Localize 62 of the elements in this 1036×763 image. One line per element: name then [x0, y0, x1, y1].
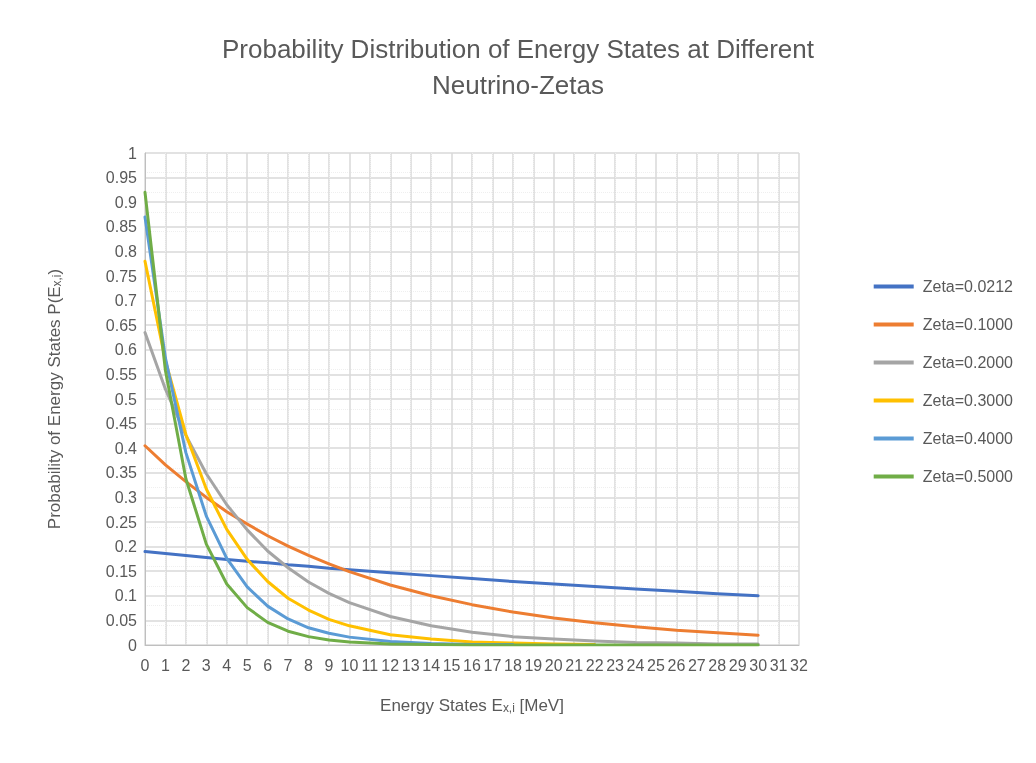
y-tick-label: 0.05	[105, 611, 138, 629]
x-tick-label: 28	[708, 656, 727, 674]
y-tick-label: 0.7	[114, 292, 138, 310]
y-tick-label: 0.85	[105, 218, 138, 236]
x-tick-label: 19	[524, 656, 543, 674]
x-tick-label: 18	[503, 656, 522, 674]
x-axis-title: Energy States Ex,i [MeV]	[380, 696, 564, 715]
x-tick-label: 17	[483, 656, 502, 674]
y-tick-label: 0.3	[114, 488, 138, 506]
y-tick-label: 0.5	[114, 390, 138, 408]
x-tick-label: 29	[728, 656, 747, 674]
x-tick-label: 31	[769, 656, 788, 674]
x-tick-label: 16	[463, 656, 481, 674]
x-tick-label: 22	[585, 656, 604, 674]
x-tick-label: 10	[340, 656, 359, 674]
y-tick-label: 1	[128, 144, 138, 162]
x-tick-label: 4	[222, 656, 232, 674]
x-tick-label: 30	[749, 656, 768, 674]
y-tick-label: 0.4	[114, 439, 138, 457]
y-tick-label: 0.2	[114, 538, 138, 556]
x-tick-label: 11	[361, 656, 379, 674]
legend-label: Zeta=0.3000	[922, 392, 1014, 409]
x-tick-label: 32	[790, 656, 808, 674]
x-tick-label: 23	[606, 656, 625, 674]
x-tick-label: 7	[283, 656, 293, 674]
y-tick-label: 0.55	[105, 365, 138, 383]
x-tick-label: 21	[565, 656, 584, 674]
x-tick-label: 25	[647, 656, 665, 674]
x-tick-label: 1	[160, 656, 170, 674]
x-tick-label: 13	[401, 656, 420, 674]
y-tick-label: 0.95	[105, 169, 138, 187]
x-tick-label: 12	[381, 656, 400, 674]
x-tick-label: 27	[687, 656, 706, 674]
x-tick-label: 15	[442, 656, 461, 674]
x-tick-label: 2	[181, 656, 191, 674]
x-tick-label: 24	[626, 656, 645, 674]
y-tick-label: 0.45	[105, 415, 138, 433]
y-tick-label: 0.6	[114, 341, 138, 359]
y-tick-label: 0	[128, 636, 138, 654]
x-tick-label: 26	[667, 656, 686, 674]
legend-label: Zeta=0.0212	[922, 278, 1014, 295]
y-tick-label: 0.65	[105, 316, 138, 334]
x-tick-label: 0	[140, 656, 150, 674]
x-tick-label: 9	[324, 656, 334, 674]
y-tick-label: 0.1	[114, 587, 138, 605]
y-tick-label: 0.75	[105, 267, 138, 285]
x-tick-label: 6	[263, 656, 273, 674]
legend-label: Zeta=0.5000	[922, 468, 1014, 485]
legend-label: Zeta=0.2000	[922, 354, 1014, 371]
y-tick-label: 0.35	[105, 464, 138, 482]
y-tick-label: 0.25	[105, 513, 138, 531]
legend-label: Zeta=0.1000	[922, 316, 1014, 333]
x-tick-label: 20	[544, 656, 563, 674]
x-tick-label: 14	[422, 656, 441, 674]
y-tick-label: 0.9	[114, 193, 138, 211]
y-tick-label: 0.15	[105, 562, 138, 580]
chart-title: Probability Distribution of Energy States at Different Neutrino-Zetas	[221, 34, 815, 100]
x-tick-label: 3	[201, 656, 211, 674]
x-tick-label: 5	[242, 656, 252, 674]
x-tick-label: 8	[304, 656, 314, 674]
legend-label: Zeta=0.4000	[922, 430, 1014, 447]
y-tick-label: 0.8	[114, 242, 138, 260]
